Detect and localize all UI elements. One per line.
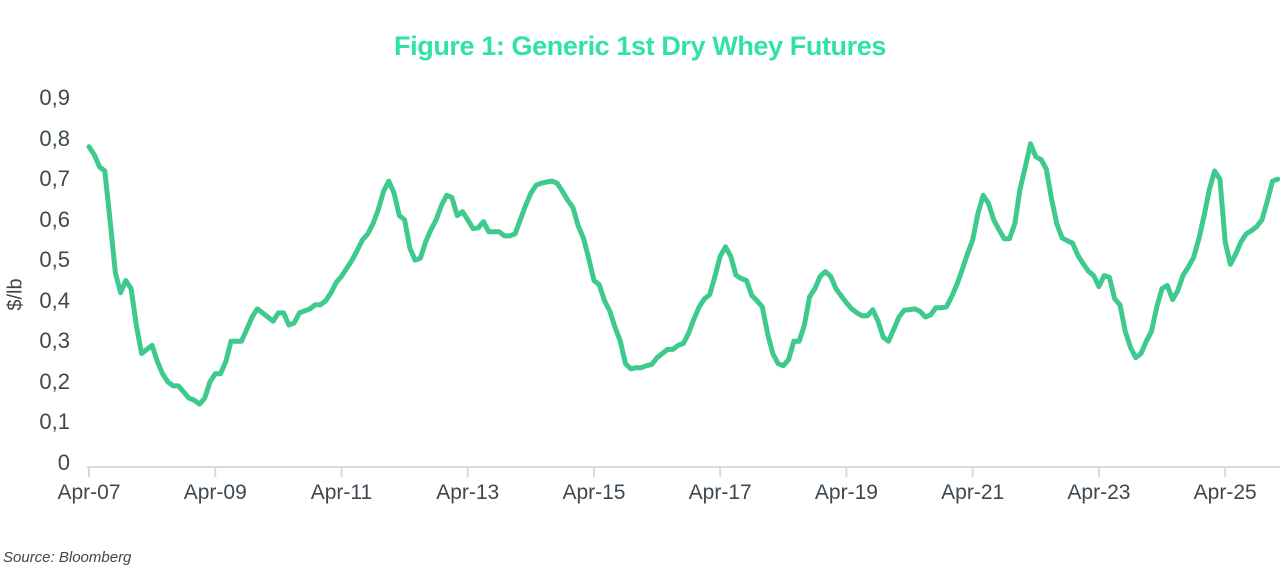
chart-title: Figure 1: Generic 1st Dry Whey Futures — [394, 31, 886, 61]
x-tick-label: Apr-21 — [941, 481, 1005, 504]
y-tick-label: 0,8 — [39, 125, 70, 151]
series-line — [86, 141, 1280, 407]
x-tick-label: Apr-25 — [1193, 481, 1257, 504]
y-tick-label: 0,9 — [39, 85, 70, 110]
x-tick-label: Apr-09 — [183, 481, 247, 504]
y-tick-label: 0,2 — [39, 368, 70, 394]
x-tick-label: Apr-11 — [310, 481, 373, 504]
source-note: Source: Bloomberg — [3, 549, 132, 566]
x-tick-label: Apr-17 — [688, 481, 752, 504]
x-tick-label: Apr-13 — [436, 481, 500, 504]
x-tick-label: Apr-07 — [57, 481, 121, 504]
y-tick-label: 0,4 — [39, 287, 70, 313]
x-tick-label: Apr-19 — [814, 481, 878, 504]
y-tick-label: 0,6 — [39, 206, 70, 232]
y-tick-label: 0,5 — [39, 247, 70, 273]
y-tick-label: 0,3 — [39, 328, 70, 354]
y-tick-label: 0,7 — [39, 166, 70, 192]
y-tick-label: 0 — [57, 450, 70, 475]
y-tick-label: 0,1 — [39, 409, 70, 435]
x-tick-label: Apr-23 — [1067, 481, 1131, 504]
x-tick-label: Apr-15 — [562, 481, 626, 504]
